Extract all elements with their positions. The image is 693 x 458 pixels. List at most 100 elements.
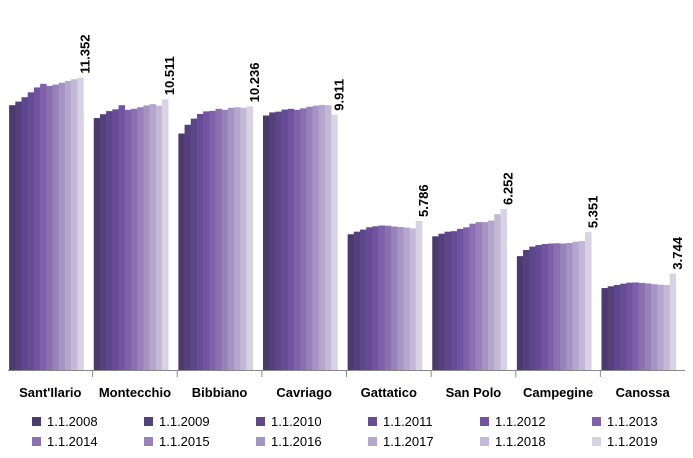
bar-4-6	[384, 225, 392, 370]
bar-7-1	[607, 286, 615, 370]
legend-swatch-1	[144, 417, 153, 426]
bar-2-7	[221, 109, 229, 370]
bar-4-4	[372, 226, 379, 370]
category-label-3: Cavriago	[276, 385, 332, 400]
data-label-6: 5.351	[585, 196, 600, 229]
legend-label-5: 1.1.2013	[607, 414, 658, 429]
legend-label-4: 1.1.2012	[495, 414, 546, 429]
bar-7-3	[620, 283, 627, 370]
bar-5-0	[432, 236, 439, 370]
bar-3-9	[318, 104, 326, 371]
bar-0-11	[77, 77, 84, 370]
bar-3-11	[331, 114, 338, 370]
bar-6-4	[541, 244, 549, 370]
legend-swatch-10	[480, 437, 489, 446]
bar-5-3	[450, 231, 458, 370]
bar-6-9	[572, 241, 580, 370]
bar-5-6	[469, 223, 476, 370]
bar-0-8	[58, 82, 66, 370]
bar-3-7	[306, 106, 313, 370]
bar-2-8	[227, 107, 235, 370]
legend-swatch-7	[144, 437, 153, 446]
legend-swatch-9	[368, 437, 377, 446]
bar-0-3	[27, 92, 35, 370]
bar-7-9	[657, 284, 664, 370]
bar-5-9	[488, 220, 495, 370]
bar-2-10	[240, 107, 247, 370]
bar-0-6	[46, 85, 53, 371]
bar-7-10	[663, 284, 670, 370]
legend-label-2: 1.1.2010	[271, 414, 322, 429]
bar-0-2	[21, 97, 29, 370]
bar-3-10	[324, 105, 332, 370]
legend-swatch-2	[256, 417, 265, 426]
data-label-0: 11.352	[78, 35, 93, 74]
bar-7-0	[601, 288, 608, 370]
bar-5-8	[481, 222, 489, 370]
bar-5-5	[463, 227, 470, 370]
bar-6-6	[554, 243, 561, 370]
bar-0-0	[9, 105, 16, 370]
bar-6-10	[578, 240, 586, 370]
bar-7-8	[651, 284, 658, 370]
legend-label-9: 1.1.2017	[383, 434, 434, 449]
bar-7-11	[669, 273, 677, 370]
data-label-4: 5.786	[416, 184, 431, 217]
data-label-3: 9.911	[331, 79, 346, 111]
data-label-2: 10.236	[247, 63, 262, 103]
data-label-1: 10.511	[162, 56, 177, 95]
bar-0-4	[33, 87, 41, 370]
bar-0-10	[71, 79, 78, 371]
bar-4-10	[409, 228, 417, 370]
category-label-2: Bibbiano	[192, 385, 248, 400]
bar-0-1	[15, 101, 22, 370]
legend-label-3: 1.1.2011	[383, 414, 433, 429]
bar-6-1	[523, 249, 530, 370]
legend-swatch-11	[592, 437, 601, 446]
bar-2-5	[209, 110, 216, 370]
axis-layer	[8, 370, 685, 377]
bar-4-2	[360, 229, 367, 370]
legend-label-6: 1.1.2014	[47, 434, 98, 449]
bar-4-9	[403, 227, 410, 370]
bar-1-8	[143, 105, 150, 370]
bar-4-3	[366, 227, 373, 370]
legend-swatch-8	[256, 437, 265, 446]
bar-4-11	[415, 220, 423, 370]
bar-3-1	[269, 112, 276, 371]
legend-label-8: 1.1.2016	[271, 434, 322, 449]
bar-6-7	[560, 243, 567, 370]
category-label-7: Canossa	[616, 385, 671, 400]
category-label-5: San Polo	[446, 385, 502, 400]
legend-swatch-4	[480, 417, 489, 426]
bar-1-9	[149, 104, 157, 370]
bar-4-5	[378, 225, 386, 370]
legend-label-7: 1.1.2015	[159, 434, 210, 449]
legend-layer: 1.1.2008 1.1.2009 1.1.2010 1.1.2011 1.1.2012…	[32, 414, 658, 449]
bar-1-3	[112, 109, 119, 370]
bar-1-0	[93, 118, 101, 370]
data-label-5: 6.252	[501, 172, 516, 205]
legend-label-10: 1.1.2018	[495, 434, 546, 449]
bar-4-8	[397, 227, 404, 370]
bar-1-6	[130, 108, 138, 370]
bar-6-11	[585, 232, 592, 370]
labels-layer: 11.352 Sant'Ilario 10.511 Montecchio 10.236 B…	[19, 35, 685, 400]
bar-5-10	[494, 214, 501, 370]
category-label-0: Sant'Ilario	[19, 385, 81, 400]
bar-3-2	[275, 111, 282, 370]
bar-1-10	[155, 105, 163, 370]
bar-1-11	[161, 99, 169, 371]
bar-5-11	[500, 208, 507, 370]
bar-2-11	[246, 106, 254, 370]
bar-1-4	[118, 105, 126, 370]
legend-swatch-6	[32, 437, 41, 446]
bar-4-7	[391, 226, 398, 370]
bar-3-8	[312, 105, 320, 370]
bar-2-2	[190, 118, 198, 370]
bar-3-0	[262, 115, 270, 371]
legend-label-0: 1.1.2008	[47, 414, 98, 429]
bar-2-0	[178, 133, 185, 370]
bar-3-4	[287, 108, 295, 370]
